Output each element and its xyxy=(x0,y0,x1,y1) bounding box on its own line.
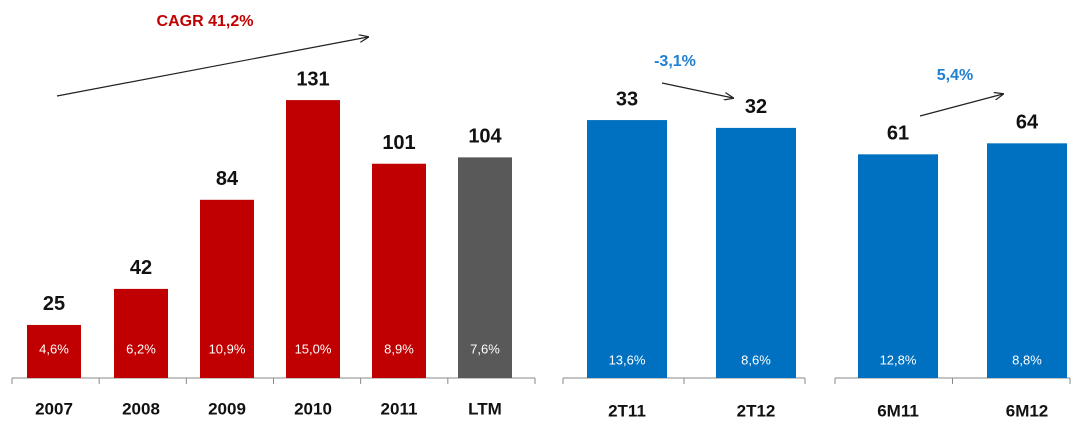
annotation: 5,4% xyxy=(937,67,973,84)
inner-label: 7,6% xyxy=(470,341,500,356)
value-label: 33 xyxy=(616,88,638,110)
inner-label: 8,6% xyxy=(741,352,771,367)
annotation-arrow xyxy=(56,37,368,97)
inner-label: 13,6% xyxy=(609,352,646,367)
annotation-arrow xyxy=(919,94,1003,117)
bar xyxy=(372,163,426,378)
x-tick-label: 2011 xyxy=(381,399,418,418)
bar xyxy=(858,154,938,378)
annotation-arrow xyxy=(661,82,733,98)
inner-label: 8,8% xyxy=(1012,352,1042,367)
inner-label: 10,9% xyxy=(209,341,246,356)
bar xyxy=(458,157,512,378)
value-label: 64 xyxy=(1016,112,1039,134)
x-tick-label: 2009 xyxy=(208,399,246,418)
bar xyxy=(587,120,667,378)
annotation: -3,1% xyxy=(654,53,696,70)
value-label: 104 xyxy=(468,126,502,148)
x-tick-label: 2T11 xyxy=(608,401,646,420)
annotation: CAGR 41,2% xyxy=(157,13,254,30)
inner-label: 12,8% xyxy=(880,352,917,367)
bar xyxy=(987,143,1067,378)
x-tick-label: 2T12 xyxy=(737,401,776,420)
x-tick-label: 2007 xyxy=(35,399,73,418)
inner-label: 4,6% xyxy=(39,341,69,356)
bar xyxy=(27,324,81,378)
bar xyxy=(716,127,796,378)
inner-label: 8,9% xyxy=(384,341,414,356)
inner-label: 6,2% xyxy=(126,341,156,356)
value-label: 25 xyxy=(43,293,65,315)
value-label: 32 xyxy=(745,96,767,118)
value-label: 42 xyxy=(130,257,152,279)
value-label: 84 xyxy=(216,168,239,190)
x-tick-label: 6M11 xyxy=(877,401,919,420)
x-tick-label: 2008 xyxy=(122,399,160,418)
bar xyxy=(200,199,254,378)
value-label: 101 xyxy=(382,132,415,154)
inner-label: 15,0% xyxy=(295,341,332,356)
x-tick-label: LTM xyxy=(468,399,502,418)
bar xyxy=(114,288,168,378)
x-tick-label: 2010 xyxy=(294,399,332,418)
value-label: 131 xyxy=(296,68,329,90)
bar xyxy=(286,100,340,378)
x-tick-label: 6M12 xyxy=(1006,401,1049,420)
value-label: 61 xyxy=(887,123,909,145)
